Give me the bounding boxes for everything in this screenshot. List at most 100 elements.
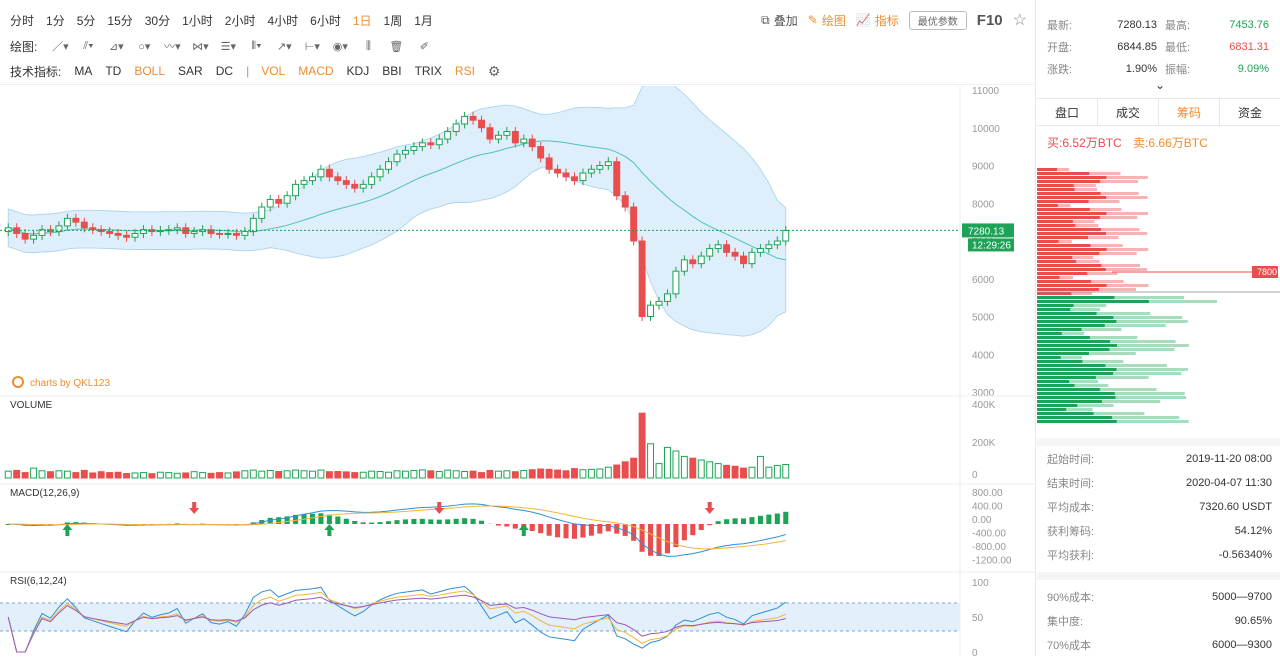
chart-area: 分时 1分 5分 15分 30分 1小时 2小时 4小时 6小时 1日 1周 1月 ⧉叠加 ✎绘图 📈… [0, 0, 1036, 656]
line-tool-icon[interactable]: ／▾ [47, 38, 73, 54]
macd-histogram-bar [386, 521, 391, 524]
chip-bar [1037, 184, 1074, 187]
chip-bar [1037, 408, 1066, 411]
candle-body [766, 245, 772, 249]
indicator-boll[interactable]: BOLL [134, 64, 165, 78]
section-divider [1037, 572, 1280, 580]
indicator-trix[interactable]: TRIX [415, 64, 442, 78]
wave-tool-icon[interactable]: 〰▾ [159, 38, 185, 54]
timeframe-11[interactable]: 1月 [414, 12, 433, 29]
timeframe-6[interactable]: 2小时 [225, 12, 256, 29]
timeframe-5[interactable]: 1小时 [182, 12, 213, 29]
timeframe-8[interactable]: 6小时 [310, 12, 341, 29]
info-key: 获利筹码: [1047, 523, 1094, 539]
volume-bar [664, 447, 670, 478]
chip-bar [1037, 216, 1100, 219]
chip-bar [1037, 336, 1090, 339]
candle-body [318, 169, 324, 177]
candle-body [732, 252, 738, 256]
draw-button[interactable]: ✎绘图 [808, 12, 846, 29]
chip-bar [1037, 340, 1110, 343]
overlay-button[interactable]: ⧉叠加 [761, 12, 798, 29]
latest-label: 最新: [1047, 17, 1085, 33]
fib-tool-icon[interactable]: ☰▾ [215, 38, 241, 54]
volume-bar [741, 468, 747, 478]
rsi-tick-label: 100 [972, 578, 989, 589]
indicator-sar[interactable]: SAR [178, 64, 203, 78]
macd-histogram-bar [716, 521, 721, 524]
volume-bar [174, 473, 180, 478]
chip-bar [1037, 212, 1106, 215]
info-row: 起始时间:2019-11-20 08:00 [1037, 447, 1280, 471]
chip-bar [1037, 240, 1059, 243]
gann-tool-icon[interactable]: ⦀▾ [243, 38, 269, 54]
tab-1[interactable]: 成交 [1098, 99, 1159, 125]
arrow-tool-icon[interactable]: ↗▾ [271, 38, 297, 54]
indicator-td[interactable]: TD [105, 64, 121, 78]
volume-title: VOLUME [10, 400, 53, 411]
volume-bar [749, 467, 755, 478]
note-tool-icon[interactable]: ◉▾ [327, 38, 353, 54]
indicator-dc[interactable]: DC [216, 64, 233, 78]
volume-bar [343, 472, 349, 478]
chip-bar [1037, 208, 1090, 211]
bar-tool-icon[interactable]: ⫼ [355, 38, 381, 54]
tab-2[interactable]: 筹码 [1159, 99, 1220, 125]
candle-body [293, 184, 299, 195]
star-icon[interactable]: ☆ [1013, 10, 1027, 30]
chip-bar [1037, 380, 1069, 383]
volume-bar [504, 471, 510, 478]
indicator-macd[interactable]: MACD [298, 64, 333, 78]
measure-tool-icon[interactable]: ⊢▾ [299, 38, 325, 54]
macd-tick-label: -1200.00 [972, 556, 1012, 567]
gear-icon[interactable]: ⚙ [488, 63, 501, 80]
main-chart-svg[interactable]: 1100010000900080007000600050004000300072… [0, 86, 1036, 656]
ray-tool-icon[interactable]: ⫽▾ [75, 38, 101, 54]
side-tabs: 盘口成交筹码资金 [1037, 98, 1280, 126]
countdown-label: 12:29:26 [972, 240, 1011, 251]
chevron-down-icon[interactable]: ⌄ [1155, 78, 1165, 92]
volume-bar [479, 473, 485, 478]
candle-body [191, 232, 197, 234]
volume-bar [597, 469, 603, 478]
candle-body [580, 173, 586, 181]
volume-bar [318, 470, 324, 478]
timeframe-2[interactable]: 5分 [77, 12, 96, 29]
eraser-icon[interactable]: ✐ [411, 38, 437, 54]
tab-0[interactable]: 盘口 [1037, 99, 1098, 125]
buy-sell-summary: 买:6.52万BTC 卖:6.66万BTC [1047, 134, 1208, 151]
volume-bar [656, 464, 662, 478]
timeframe-0[interactable]: 分时 [10, 12, 34, 29]
timeframe-1[interactable]: 1分 [46, 12, 65, 29]
f10-button[interactable]: F10 [977, 12, 1003, 29]
timeframe-10[interactable]: 1周 [384, 12, 403, 29]
timeframe-7[interactable]: 4小时 [267, 12, 298, 29]
info-value: 54.12% [1235, 525, 1272, 537]
volume-bar [22, 473, 28, 478]
timeframe-9[interactable]: 1日 [353, 12, 372, 29]
pattern-tool-icon[interactable]: ⋈▾ [187, 38, 213, 54]
indicator-button[interactable]: 📈指标 [856, 12, 899, 29]
info-value: 6000—9300 [1212, 639, 1272, 651]
best-params-button[interactable]: 最优参数 [909, 11, 967, 30]
candle-body [588, 169, 594, 173]
candle-body [783, 230, 789, 241]
volume-bar [715, 464, 721, 478]
channel-tool-icon[interactable]: ⊿▾ [103, 38, 129, 54]
candle-body [64, 218, 70, 226]
macd-histogram-bar [538, 524, 543, 533]
indicator-ma[interactable]: MA [74, 64, 92, 78]
circle-tool-icon[interactable]: ○▾ [131, 38, 157, 54]
indicator-bbi[interactable]: BBI [382, 64, 401, 78]
indicator-kdj[interactable]: KDJ [347, 64, 370, 78]
indicator-vol[interactable]: VOL [261, 64, 285, 78]
indicator-rsi[interactable]: RSI [455, 64, 475, 78]
tab-3[interactable]: 资金 [1220, 99, 1280, 125]
trash-icon[interactable]: 🗑 [383, 38, 409, 54]
candle-body [512, 132, 518, 143]
timeframe-4[interactable]: 30分 [145, 12, 170, 29]
info-row: 平均成本:7320.60 USDT [1037, 495, 1280, 519]
volume-bar [250, 470, 256, 478]
volume-bar [166, 473, 172, 478]
timeframe-3[interactable]: 15分 [107, 12, 132, 29]
